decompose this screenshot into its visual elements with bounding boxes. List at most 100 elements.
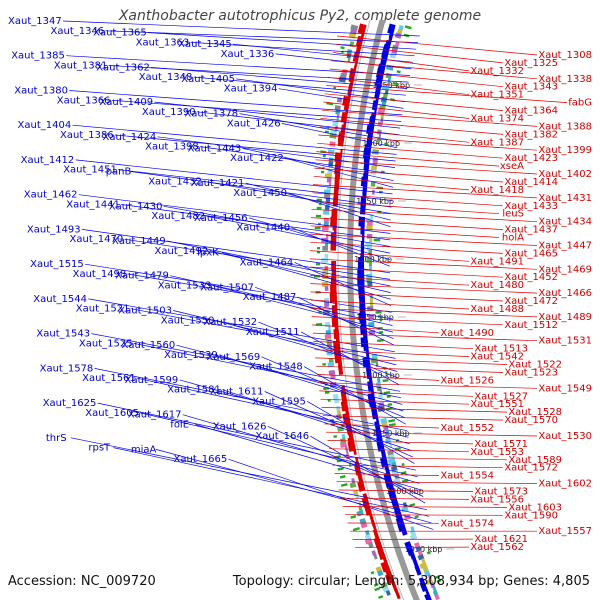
gene-label-left[interactable]: Xaut_1381: [54, 61, 108, 72]
gene-label-right[interactable]: xseA: [500, 161, 524, 172]
gene-label-right[interactable]: Xaut_1480: [470, 280, 524, 291]
gene-label-left[interactable]: Xaut_1625: [43, 398, 97, 409]
gene-label-left[interactable]: Xaut_1440: [236, 223, 290, 234]
gene-label-left[interactable]: Xaut_1422: [230, 153, 284, 164]
gene-label-right[interactable]: Xaut_1528: [508, 407, 562, 418]
gene-label-left[interactable]: Xaut_1421: [191, 178, 245, 189]
gene-label-left[interactable]: Xaut_1507: [200, 282, 254, 293]
gene-label-right[interactable]: Xaut_1542: [470, 352, 524, 363]
gene-label-right[interactable]: Xaut_1364: [504, 106, 558, 117]
gene-label-left[interactable]: Xaut_1532: [203, 317, 257, 328]
gene-label-right[interactable]: Xaut_1325: [504, 58, 558, 69]
gene-label-left[interactable]: Xaut_1581: [167, 385, 221, 396]
gene-label-left[interactable]: Xaut_1569: [207, 352, 261, 363]
gene-label-left[interactable]: Xaut_1482: [151, 211, 205, 222]
gene-label-right[interactable]: Xaut_1557: [538, 526, 592, 537]
gene-label-right[interactable]: Xaut_1469: [538, 264, 592, 275]
gene-label-right[interactable]: Xaut_1571: [474, 439, 528, 450]
gene-label-left[interactable]: Xaut_1409: [99, 97, 153, 108]
gene-label-left[interactable]: Xaut_1394: [224, 84, 278, 95]
gene-label-right[interactable]: Xaut_1332: [470, 66, 524, 77]
gene-label-right[interactable]: Xaut_1554: [440, 471, 494, 482]
gene-label-left[interactable]: Xaut_1451: [63, 165, 117, 176]
gene-label-right[interactable]: Xaut_1530: [538, 431, 592, 442]
gene-label-left[interactable]: Xaut_1385: [11, 51, 65, 62]
gene-label-left[interactable]: folE: [170, 420, 189, 431]
gene-label-left[interactable]: Xaut_1599: [125, 375, 179, 386]
gene-label-right[interactable]: Xaut_1552: [440, 423, 494, 434]
gene-label-left[interactable]: Xaut_1366: [57, 95, 111, 106]
gene-label-right[interactable]: Xaut_1489: [538, 312, 592, 323]
gene-label-right[interactable]: Xaut_1308: [538, 50, 592, 61]
gene-label-left[interactable]: rpsT: [88, 443, 111, 454]
gene-label-right[interactable]: Xaut_1572: [504, 463, 558, 474]
gene-label-right[interactable]: Xaut_1399: [538, 145, 592, 156]
gene-label-left[interactable]: Xaut_1492: [155, 246, 209, 257]
gene-label-left[interactable]: Xaut_1539: [164, 350, 218, 361]
gene-label-left[interactable]: Xaut_1544: [33, 294, 87, 305]
gene-label-right[interactable]: Xaut_1574: [440, 518, 494, 529]
gene-label-left[interactable]: Xaut_1515: [30, 259, 84, 270]
gene-label-left[interactable]: Xaut_1611: [210, 387, 264, 398]
gene-label-right[interactable]: Xaut_1374: [470, 114, 524, 125]
gene-label-left[interactable]: Xaut_1390: [142, 107, 196, 118]
gene-label-left[interactable]: Xaut_1646: [255, 431, 309, 442]
gene-label-right[interactable]: Xaut_1488: [470, 304, 524, 315]
gene-label-right[interactable]: Xaut_1526: [440, 375, 494, 386]
gene-label-right[interactable]: Xaut_1431: [538, 193, 592, 204]
gene-label-left[interactable]: panB: [106, 167, 132, 178]
gene-label-left[interactable]: Xaut_1521: [76, 304, 130, 315]
gene-label-left[interactable]: Xaut_1560: [122, 340, 176, 351]
gene-label-left[interactable]: Xaut_1412: [21, 155, 75, 166]
gene-label-left[interactable]: Xaut_1479: [115, 271, 169, 282]
gene-label-right[interactable]: Xaut_1414: [504, 177, 558, 188]
gene-label-left[interactable]: Xaut_1336: [221, 49, 275, 60]
gene-label-right[interactable]: Xaut_1465: [504, 248, 558, 259]
gene-label-right[interactable]: Xaut_1522: [508, 360, 562, 371]
gene-label-left[interactable]: Xaut_1470: [70, 234, 124, 245]
gene-label-left[interactable]: Xaut_1346: [51, 26, 105, 37]
gene-label-right[interactable]: Xaut_1573: [474, 487, 528, 498]
gene-label-right[interactable]: holA: [502, 233, 524, 244]
gene-label-right[interactable]: fabG: [568, 98, 592, 109]
gene-label-left[interactable]: Xaut_1498: [73, 269, 127, 280]
gene-label-right[interactable]: Xaut_1452: [504, 272, 558, 283]
gene-label-left[interactable]: Xaut_1511: [246, 327, 300, 338]
gene-label-left[interactable]: Xaut_1424: [103, 132, 157, 143]
gene-label-left[interactable]: Xaut_1378: [184, 109, 238, 120]
gene-label-right[interactable]: Xaut_1553: [470, 447, 524, 458]
gene-label-left[interactable]: Xaut_1426: [227, 118, 281, 129]
gene-label-left[interactable]: Xaut_1348: [139, 72, 193, 83]
gene-label-right[interactable]: Xaut_1531: [538, 336, 592, 347]
gene-label-left[interactable]: Xaut_1595: [252, 396, 306, 407]
gene-label-left[interactable]: Xaut_1405: [181, 74, 235, 85]
gene-label-left[interactable]: Xaut_1493: [27, 224, 81, 235]
gene-label-left[interactable]: thrS: [46, 433, 67, 444]
gene-label-left[interactable]: Xaut_1617: [128, 410, 182, 421]
gene-label-right[interactable]: Xaut_1490: [440, 328, 494, 339]
gene-label-left[interactable]: Xaut_1363: [136, 37, 190, 48]
gene-label-left[interactable]: Xaut_1543: [36, 329, 90, 340]
gene-label-right[interactable]: Xaut_1602: [538, 479, 592, 490]
gene-label-left[interactable]: Xaut_1550: [161, 315, 215, 326]
gene-labels[interactable]: Xaut_1347Xaut_1346Xaut_1365Xaut_1363Xaut…: [8, 16, 592, 553]
gene-label-left[interactable]: Xaut_1525: [79, 338, 133, 349]
gene-label-right[interactable]: Xaut_1523: [504, 368, 558, 379]
gene-label-left[interactable]: Xaut_1450: [233, 188, 287, 199]
gene-label-right[interactable]: Xaut_1351: [470, 90, 524, 101]
gene-label-left[interactable]: Xaut_1548: [249, 362, 303, 373]
gene-label-left[interactable]: miaA: [131, 444, 157, 455]
gene-label-left[interactable]: Xaut_1449: [112, 236, 166, 247]
gene-label-right[interactable]: Xaut_1382: [504, 129, 558, 140]
gene-label-right[interactable]: Xaut_1338: [538, 74, 592, 85]
gene-label-right[interactable]: Xaut_1466: [538, 288, 592, 299]
gene-label-left[interactable]: Xaut_1345: [178, 39, 232, 50]
gene-label-left[interactable]: Xaut_1578: [40, 363, 94, 374]
gene-label-left[interactable]: Xaut_1503: [118, 306, 172, 317]
gene-label-right[interactable]: Xaut_1513: [474, 344, 528, 355]
gene-label-left[interactable]: lpxK: [197, 248, 219, 259]
gene-label-left[interactable]: Xaut_1347: [8, 16, 62, 27]
gene-label-left[interactable]: Xaut_1386: [60, 130, 114, 141]
gene-label-right[interactable]: Xaut_1402: [538, 169, 592, 180]
gene-label-right[interactable]: Xaut_1556: [470, 494, 524, 505]
